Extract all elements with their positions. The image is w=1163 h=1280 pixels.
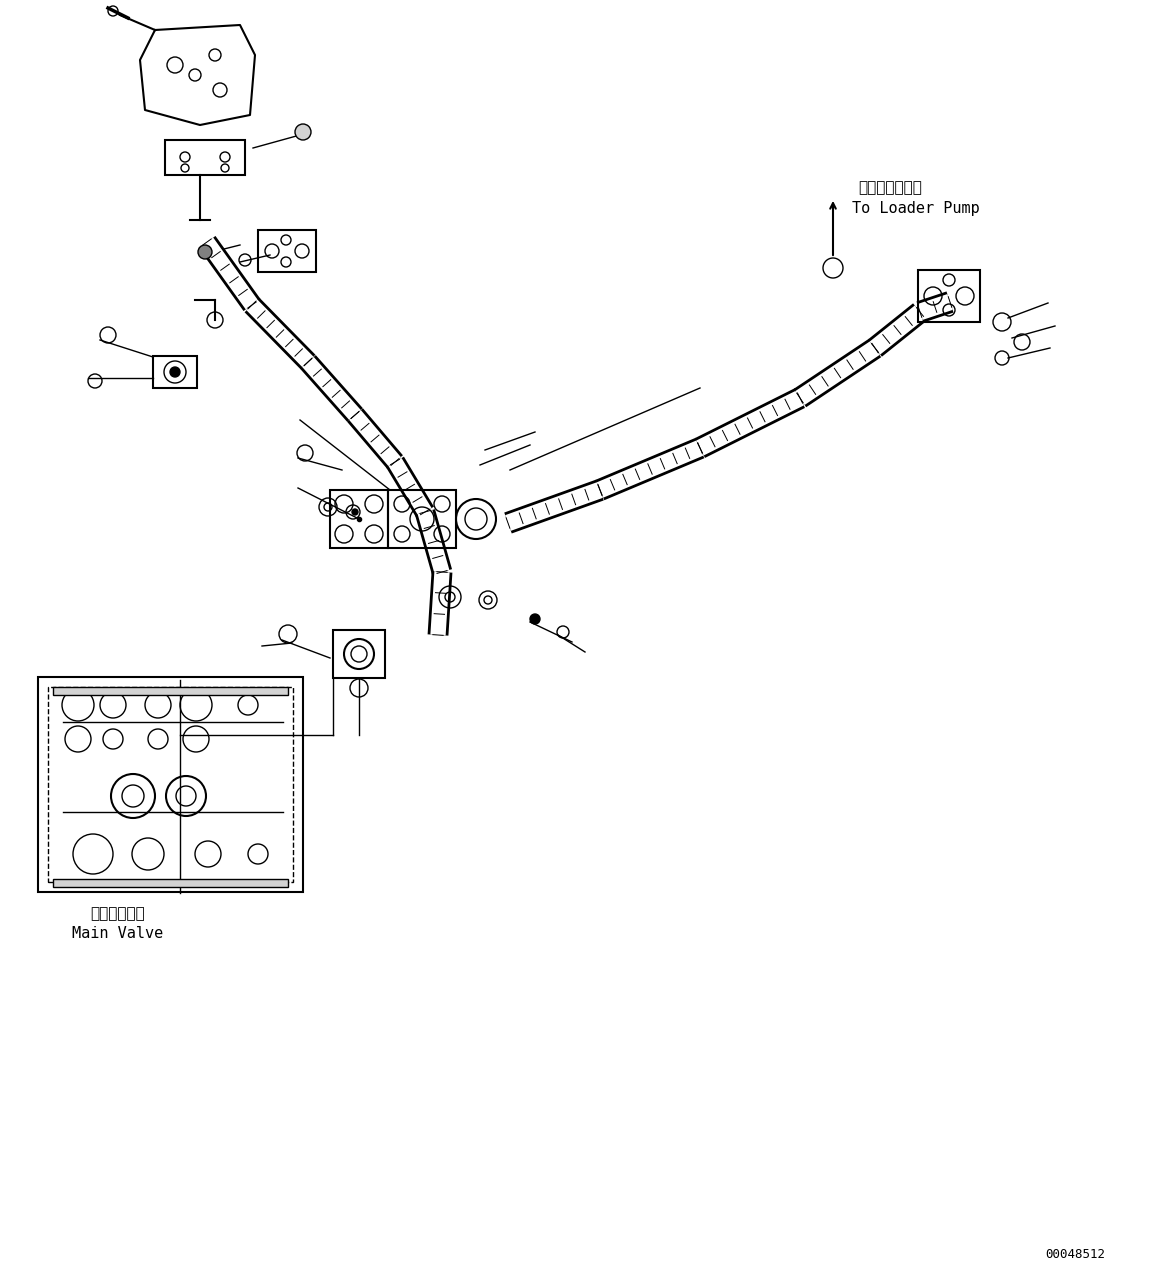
Text: 00048512: 00048512 — [1046, 1248, 1105, 1261]
Bar — [38, 677, 304, 892]
Bar — [330, 490, 388, 548]
Circle shape — [198, 244, 212, 259]
Bar — [918, 270, 980, 323]
Circle shape — [295, 124, 311, 140]
Text: メインバルブ: メインバルブ — [91, 906, 145, 922]
Bar — [53, 687, 288, 695]
Bar — [258, 230, 316, 273]
Bar — [333, 630, 385, 678]
Text: To Loader Pump: To Loader Pump — [852, 201, 979, 216]
Circle shape — [465, 508, 487, 530]
Circle shape — [352, 509, 358, 515]
Bar — [154, 356, 197, 388]
Polygon shape — [140, 26, 255, 125]
Circle shape — [170, 367, 180, 378]
Bar — [53, 879, 288, 887]
Bar — [165, 140, 245, 175]
Text: ローダポンプへ: ローダポンプへ — [858, 180, 922, 195]
Circle shape — [351, 646, 368, 662]
Circle shape — [530, 614, 540, 625]
Bar — [48, 687, 293, 882]
Bar — [388, 490, 456, 548]
Text: Main Valve: Main Valve — [72, 925, 164, 941]
